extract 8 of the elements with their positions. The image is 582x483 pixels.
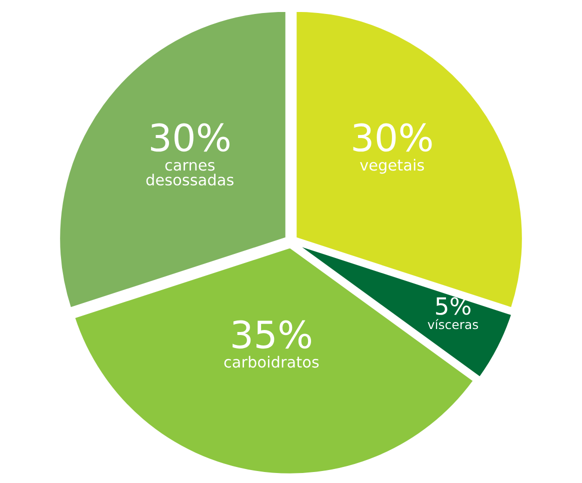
slice-label: carnes desossadas [146,162,234,186]
slice-label: carboidratos [224,356,319,368]
data-label: 30% [353,123,432,152]
data-label: 35% [232,320,312,349]
slice-label: vísceras [428,319,478,330]
data-label: 30% [151,123,230,152]
slice-label: vegetais [360,158,424,174]
data-label: 5% [436,297,470,315]
